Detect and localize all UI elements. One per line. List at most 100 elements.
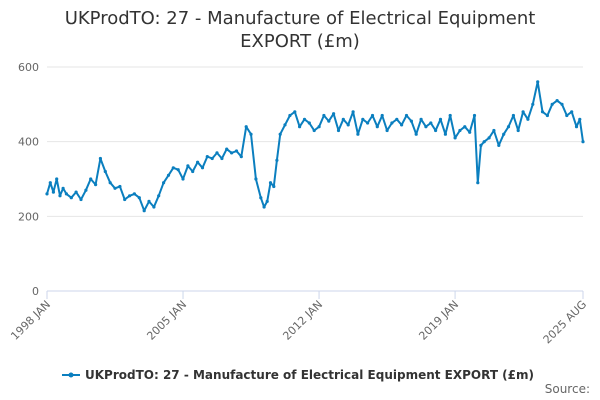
data-point[interactable] xyxy=(162,181,166,185)
legend-label[interactable]: UKProdTO: 27 - Manufacture of Electrical… xyxy=(85,368,534,382)
data-point[interactable] xyxy=(581,140,585,144)
data-point[interactable] xyxy=(298,125,302,129)
data-point[interactable] xyxy=(268,181,273,185)
data-point[interactable] xyxy=(317,125,321,129)
data-point[interactable] xyxy=(545,113,550,118)
data-point[interactable] xyxy=(414,132,418,136)
data-point[interactable] xyxy=(186,164,190,168)
data-point[interactable] xyxy=(254,177,258,181)
data-point[interactable] xyxy=(94,183,98,187)
data-point[interactable] xyxy=(181,177,185,181)
data-point[interactable] xyxy=(74,190,78,194)
data-point[interactable] xyxy=(142,209,146,213)
data-point[interactable] xyxy=(230,151,234,155)
data-point[interactable] xyxy=(578,117,582,121)
data-point[interactable] xyxy=(476,181,480,185)
data-point[interactable] xyxy=(574,125,579,129)
data-point[interactable] xyxy=(234,149,239,153)
data-point[interactable] xyxy=(157,194,161,198)
data-point[interactable] xyxy=(516,128,520,133)
data-point[interactable] xyxy=(200,166,205,170)
data-point[interactable] xyxy=(51,190,56,194)
data-point[interactable] xyxy=(128,194,132,198)
data-point[interactable] xyxy=(196,160,200,164)
data-point[interactable] xyxy=(265,199,269,203)
data-point[interactable] xyxy=(375,125,379,129)
data-point[interactable] xyxy=(385,128,389,133)
data-point[interactable] xyxy=(118,184,122,189)
data-point[interactable] xyxy=(370,113,375,118)
data-point[interactable] xyxy=(472,113,477,118)
data-point[interactable] xyxy=(448,113,452,118)
data-point[interactable] xyxy=(327,119,331,123)
data-point[interactable] xyxy=(191,169,195,174)
data-point[interactable] xyxy=(152,205,156,209)
series-line[interactable] xyxy=(46,80,584,212)
data-point[interactable] xyxy=(366,121,370,125)
data-point[interactable] xyxy=(540,110,545,114)
data-point[interactable] xyxy=(278,132,282,136)
data-point[interactable] xyxy=(171,166,175,170)
data-point[interactable] xyxy=(536,80,540,84)
data-point[interactable] xyxy=(390,121,394,125)
data-point[interactable] xyxy=(458,128,462,133)
data-point[interactable] xyxy=(48,181,52,185)
data-point[interactable] xyxy=(506,125,511,129)
data-point[interactable] xyxy=(210,156,214,161)
data-point[interactable] xyxy=(293,110,297,114)
data-point[interactable] xyxy=(560,102,564,106)
data-point[interactable] xyxy=(98,156,102,161)
data-point[interactable] xyxy=(463,125,467,129)
data-point[interactable] xyxy=(404,113,409,118)
data-point[interactable] xyxy=(356,132,360,136)
data-point[interactable] xyxy=(64,192,68,196)
data-point[interactable] xyxy=(215,151,219,155)
data-point[interactable] xyxy=(531,102,535,106)
data-point[interactable] xyxy=(137,196,141,200)
data-point[interactable] xyxy=(302,117,307,121)
data-point[interactable] xyxy=(322,113,326,118)
data-point[interactable] xyxy=(288,113,292,118)
data-point[interactable] xyxy=(511,113,515,118)
data-point[interactable] xyxy=(521,110,525,114)
data-point[interactable] xyxy=(429,121,433,125)
data-point[interactable] xyxy=(341,117,345,121)
data-point[interactable] xyxy=(132,192,136,196)
data-point[interactable] xyxy=(434,128,438,133)
data-point[interactable] xyxy=(438,117,443,121)
data-point[interactable] xyxy=(259,196,263,200)
data-point[interactable] xyxy=(244,125,248,129)
data-point[interactable] xyxy=(108,181,112,185)
data-point[interactable] xyxy=(55,177,59,181)
data-point[interactable] xyxy=(113,186,117,190)
data-point[interactable] xyxy=(400,123,404,127)
data-point[interactable] xyxy=(332,112,336,116)
data-point[interactable] xyxy=(351,110,355,114)
data-point[interactable] xyxy=(361,117,365,121)
data-point[interactable] xyxy=(147,199,151,203)
data-point[interactable] xyxy=(123,197,127,202)
data-point[interactable] xyxy=(492,128,496,133)
data-point[interactable] xyxy=(482,140,486,144)
data-point[interactable] xyxy=(555,99,559,103)
data-point[interactable] xyxy=(69,196,73,200)
data-point[interactable] xyxy=(487,136,491,140)
data-point[interactable] xyxy=(239,155,243,159)
data-point[interactable] xyxy=(220,156,224,161)
data-point[interactable] xyxy=(103,169,107,174)
data-point[interactable] xyxy=(283,123,287,127)
data-point[interactable] xyxy=(570,110,574,114)
data-point[interactable] xyxy=(58,194,62,198)
data-point[interactable] xyxy=(346,123,350,127)
data-point[interactable] xyxy=(89,177,93,181)
data-point[interactable] xyxy=(453,136,457,140)
data-point[interactable] xyxy=(409,119,413,123)
data-point[interactable] xyxy=(424,125,428,129)
data-point[interactable] xyxy=(395,117,399,121)
data-point[interactable] xyxy=(249,132,253,136)
data-point[interactable] xyxy=(336,128,341,133)
data-point[interactable] xyxy=(225,147,229,151)
data-point[interactable] xyxy=(79,197,83,202)
data-point[interactable] xyxy=(275,158,279,162)
legend[interactable]: UKProdTO: 27 - Manufacture of Electrical… xyxy=(62,368,534,382)
